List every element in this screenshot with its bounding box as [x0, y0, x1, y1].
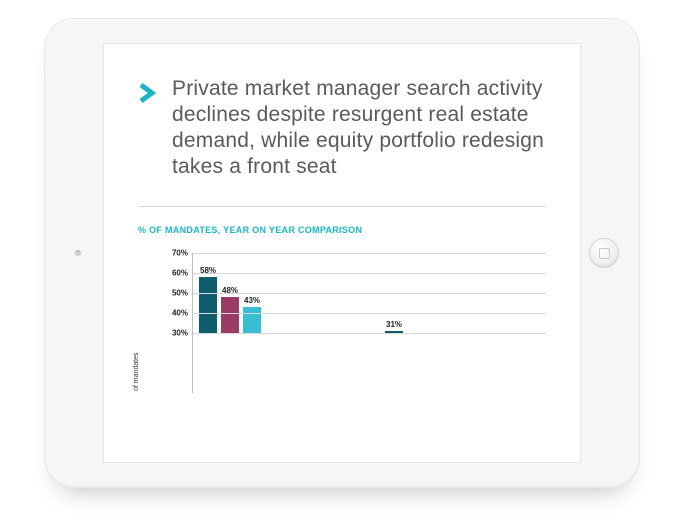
- tablet-frame: Private market manager search activity d…: [44, 18, 640, 488]
- plot-area: 58%48%43%31%: [192, 253, 546, 393]
- section-divider: [138, 206, 546, 207]
- bar-value-label: 43%: [244, 296, 260, 307]
- y-tick: 70%: [160, 249, 188, 258]
- bar: 43%: [243, 307, 261, 333]
- y-tick: 30%: [160, 329, 188, 338]
- gridline: [193, 253, 546, 254]
- chart-area: of mandates 30%40%50%60%70% 58%48%43%31%: [146, 253, 546, 393]
- bar: 58%: [199, 277, 217, 333]
- page-headline: Private market manager search activity d…: [172, 76, 546, 180]
- y-axis: 30%40%50%60%70%: [160, 253, 188, 393]
- bar-value-label: 58%: [200, 266, 216, 277]
- chart-title: % OF MANDATES, YEAR ON YEAR COMPARISON: [138, 225, 546, 235]
- gridline: [193, 273, 546, 274]
- gridline: [193, 313, 546, 314]
- bar-value-label: 48%: [222, 286, 238, 297]
- bar-value-label: 31%: [386, 320, 402, 331]
- home-button[interactable]: [589, 238, 619, 268]
- chevron-right-icon: [138, 82, 158, 104]
- y-tick: 50%: [160, 289, 188, 298]
- camera-dot: [75, 250, 81, 256]
- headline-row: Private market manager search activity d…: [138, 76, 546, 180]
- bar: 48%: [221, 297, 239, 333]
- document-content: Private market manager search activity d…: [104, 44, 580, 462]
- gridline: [193, 293, 546, 294]
- gridline: [193, 333, 546, 334]
- y-tick: 60%: [160, 269, 188, 278]
- y-axis-label: of mandates: [133, 353, 140, 392]
- screen: Private market manager search activity d…: [103, 43, 581, 463]
- y-tick: 40%: [160, 309, 188, 318]
